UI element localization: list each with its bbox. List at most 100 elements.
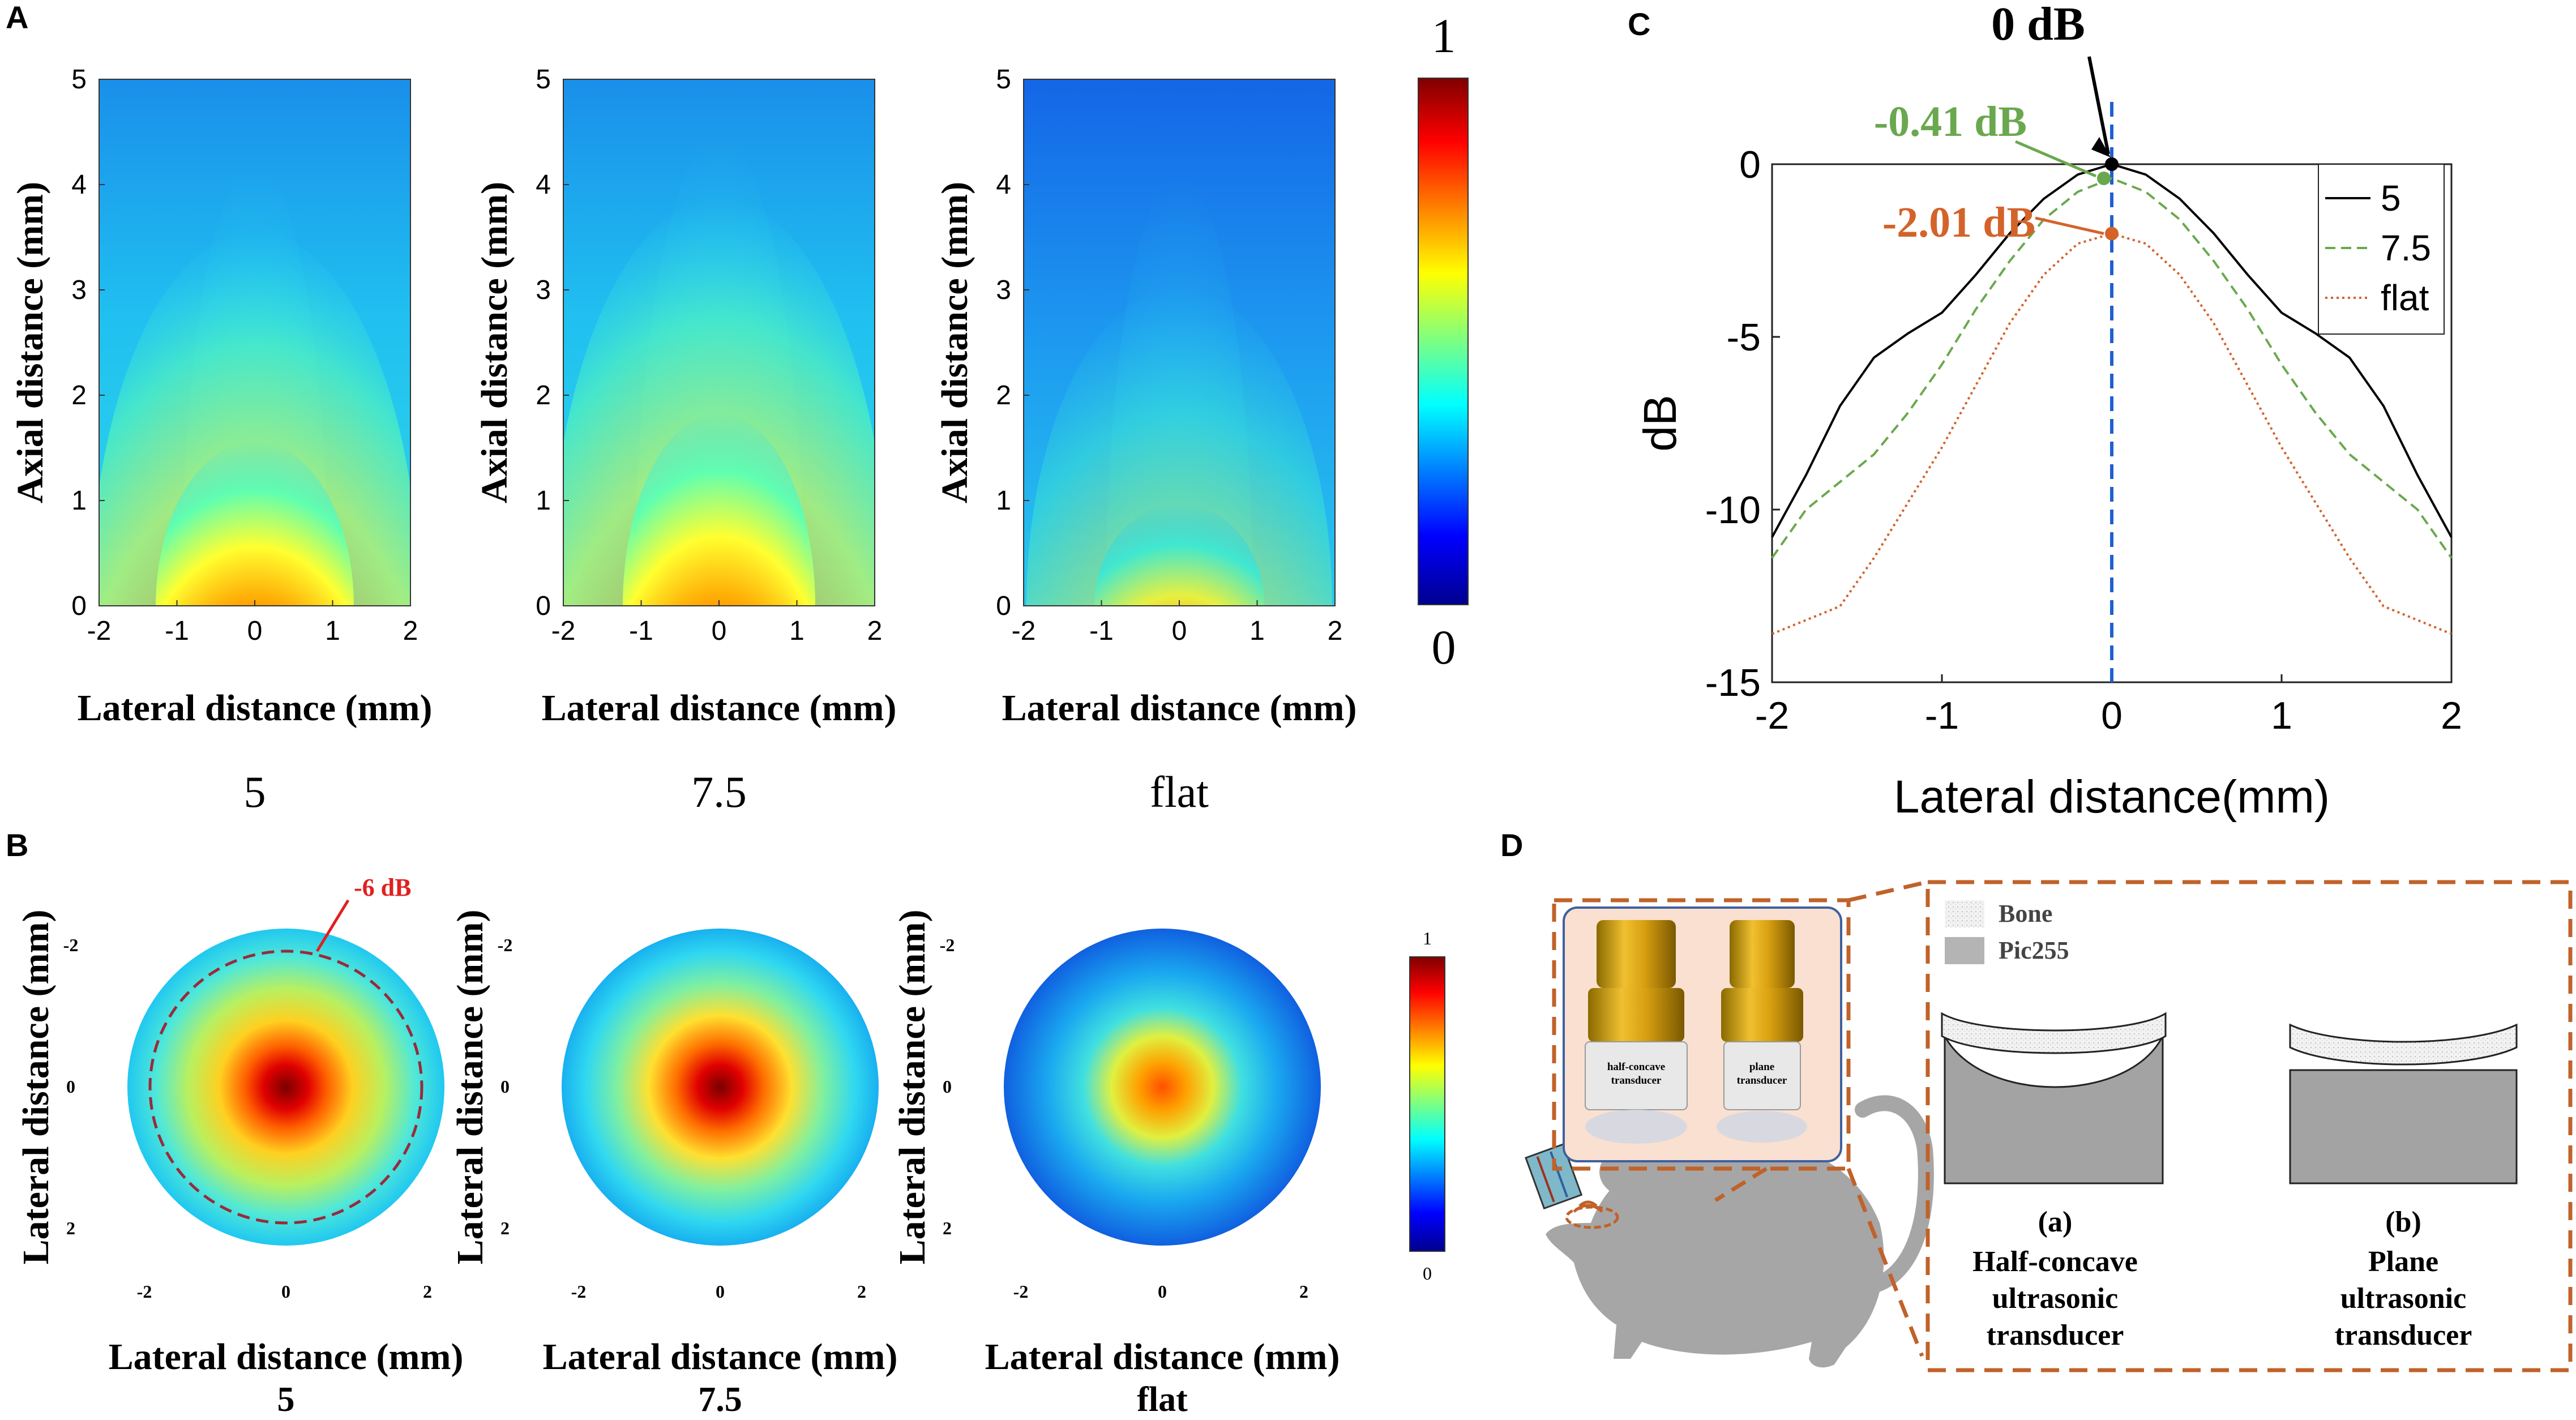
panel-b: B -6 dB xyxy=(6,827,1321,1246)
panel-label-c: C xyxy=(1628,6,1650,42)
arrow-0db xyxy=(2087,56,2110,155)
half-concave-label-1: half-concave xyxy=(1607,1061,1665,1073)
y-tick-label: 2 xyxy=(500,1218,510,1238)
marker-201db xyxy=(2105,226,2119,241)
colorbar-b-bar xyxy=(1409,956,1445,1252)
x-tick-label: 0 xyxy=(1172,616,1187,646)
panel-label-a: A xyxy=(6,0,28,35)
y-tick-label: 0 xyxy=(71,591,87,621)
caption: flat xyxy=(1150,767,1209,816)
annotation-minus-6db: -6 dB xyxy=(354,874,411,901)
legend-pic255-label: Pic255 xyxy=(1999,936,2069,964)
colorbar-b-max: 1 xyxy=(1423,928,1432,948)
x-axis-label: Lateral distance (mm) xyxy=(985,1336,1340,1378)
x-tick-label: 2 xyxy=(2441,694,2462,737)
y-axis-label: Axial distance (mm) xyxy=(474,182,515,503)
panel-label-d: D xyxy=(1500,827,1523,863)
plane-label-2: transducer xyxy=(1737,1075,1787,1087)
y-tick-label: -2 xyxy=(940,935,955,955)
disc-b-7-5 xyxy=(562,929,879,1246)
panel-label-b: B xyxy=(6,827,28,863)
half-concave-label-2: transducer xyxy=(1611,1075,1662,1087)
arrow-041db xyxy=(2015,140,2096,178)
y-tick-label: -15 xyxy=(1705,661,1761,704)
schematic-frame xyxy=(1925,880,2573,1372)
x-axis-label: Lateral distance (mm) xyxy=(78,687,433,729)
rat-illustration xyxy=(1546,1095,1934,1368)
x-axis-label: Lateral distance (mm) xyxy=(543,1336,898,1378)
y-tick-label: 5 xyxy=(71,65,87,95)
y-axis-label: Lateral distance (mm) xyxy=(892,910,933,1265)
callout-line-3 xyxy=(1714,1167,1768,1202)
marker-0db xyxy=(2105,157,2119,171)
legend-label: 7.5 xyxy=(2381,228,2431,268)
y-tick-label: 0 xyxy=(500,1076,510,1097)
x-tick-label: 0 xyxy=(247,616,263,646)
arrowhead-0db xyxy=(2091,137,2111,157)
label-b-line-1: Plane xyxy=(2368,1246,2438,1278)
x-tick-label: 1 xyxy=(2271,694,2292,737)
plane-label-1: plane xyxy=(1749,1061,1774,1073)
y-tick-label: 0 xyxy=(1739,143,1761,186)
x-tick-label: -1 xyxy=(165,616,189,646)
plot-a2 xyxy=(563,79,875,606)
x-tick-label: 2 xyxy=(423,1281,432,1302)
caption: 5 xyxy=(277,1380,295,1419)
y-axis-label: Axial distance (mm) xyxy=(10,182,51,503)
x-tick-label: 1 xyxy=(789,616,805,646)
label-a-line-3: transducer xyxy=(1987,1319,2124,1351)
legend-bone-label: Bone xyxy=(1999,900,2052,927)
label-b: (b) xyxy=(2385,1206,2421,1238)
y-tick-label: 5 xyxy=(536,65,551,95)
x-axis-label: Lateral distance (mm) xyxy=(542,687,897,729)
annotation-201db: -2.01 dB xyxy=(1882,199,2035,246)
y-tick-label: 1 xyxy=(71,486,87,516)
y-tick-label: 3 xyxy=(996,275,1011,305)
colorbar-a-bar xyxy=(1418,78,1469,605)
disc-b-flat xyxy=(1004,929,1321,1246)
x-tick-label: 2 xyxy=(1299,1281,1308,1302)
x-tick-label: 0 xyxy=(281,1281,290,1302)
caption: 7.5 xyxy=(698,1380,742,1419)
y-tick-label: 2 xyxy=(943,1218,952,1238)
panel-a-axes-0: -2 -1 0 1 2 0 1 2 3 4 5 Lateral distance (mm) 5 Axial… xyxy=(10,65,432,816)
caption: 5 xyxy=(244,767,266,816)
x-tick-label: -2 xyxy=(137,1281,152,1302)
y-tick-label: 0 xyxy=(66,1076,75,1097)
x-tick-label: -2 xyxy=(551,616,576,646)
label-b-line-3: transducer xyxy=(2335,1319,2472,1351)
panel-a-plots xyxy=(99,79,1335,606)
panel-d: D half-concave transducer xyxy=(1500,827,2573,1372)
x-tick-label: -1 xyxy=(1089,616,1114,646)
colorbar-a: 1 0 xyxy=(1418,8,1469,674)
x-axis-label: Lateral distance(mm) xyxy=(1894,771,2330,823)
ultrasound-wave-icon xyxy=(1573,1200,1603,1213)
colorbar-a-max: 1 xyxy=(1432,8,1456,63)
x-tick-label: 0 xyxy=(716,1281,725,1302)
panel-a: A xyxy=(6,0,28,35)
x-tick-label: -2 xyxy=(571,1281,587,1302)
disc-b-5 xyxy=(127,929,444,1246)
label-b-line-2: ultrasonic xyxy=(2340,1282,2466,1315)
plot-a1 xyxy=(99,79,410,606)
schematic-plane xyxy=(2289,1023,2518,1184)
callout-line-1 xyxy=(1846,1167,1924,1357)
legend-pic255-swatch xyxy=(1945,937,1984,964)
y-axis-label: Lateral distance (mm) xyxy=(450,910,491,1265)
colorbar-b: 1 0 xyxy=(1409,928,1445,1284)
y-tick-label: 1 xyxy=(536,486,551,516)
label-a: (a) xyxy=(2038,1206,2073,1238)
panel-a-axes-1: -2 -1 0 1 2 0 1 2 3 4 5 Lateral distance (mm) 7.5 Axi… xyxy=(474,65,896,816)
x-axis-label: Lateral distance (mm) xyxy=(1002,687,1357,729)
label-a-line-2: ultrasonic xyxy=(1992,1282,2118,1315)
series-line-7.5 xyxy=(1771,177,2453,559)
x-tick-label: -1 xyxy=(1925,694,1959,737)
legend-label: 5 xyxy=(2381,178,2401,219)
marker-041db xyxy=(2097,172,2111,186)
x-axis-label: Lateral distance (mm) xyxy=(109,1336,464,1378)
annotation-arrow xyxy=(315,899,350,952)
y-tick-label: 1 xyxy=(996,486,1011,516)
